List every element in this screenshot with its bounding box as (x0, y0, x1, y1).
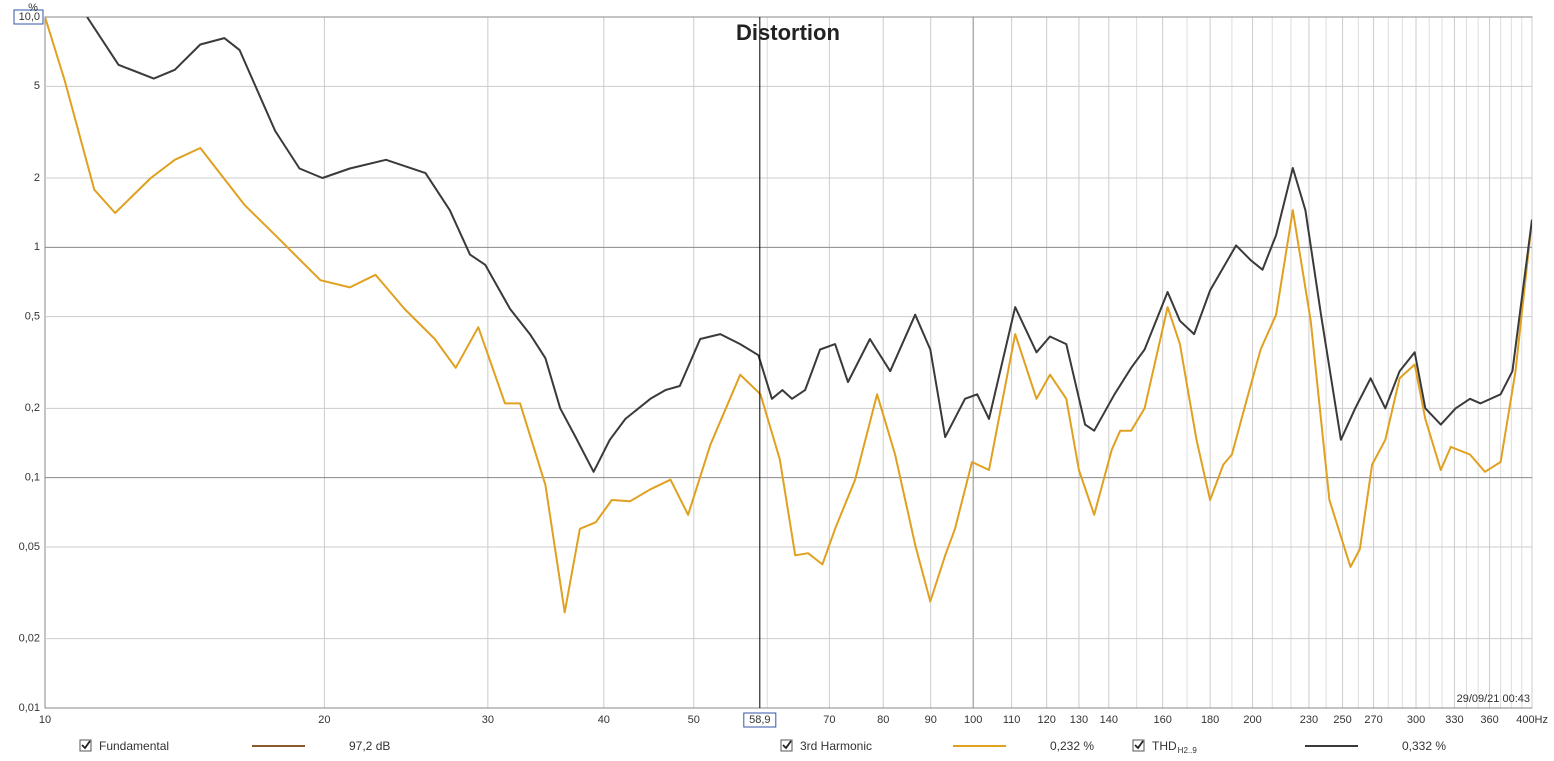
lines (45, 17, 1532, 614)
labels: 10 20 30 40 50 70 80 90 100 110 120 130 140 160 180 200… (13, 9, 1548, 728)
grid (44, 16, 1533, 709)
series-line (86, 17, 1532, 473)
y-tick-label: 1 (34, 241, 40, 253)
legend-readout: 0,332 % (1402, 739, 1446, 753)
y-tick-label: 10,0 (19, 11, 40, 23)
x-tick-label: 400Hz (1516, 714, 1548, 726)
x-tick-label: 270 (1364, 714, 1382, 726)
cursor-label: 58,9 (749, 714, 770, 726)
y-tick-label: 2 (34, 172, 40, 184)
x-tick-label: 180 (1201, 714, 1219, 726)
legend-readout: 97,2 dB (349, 739, 390, 753)
cursor-label-box (743, 712, 777, 728)
legend-name: Fundamental (99, 739, 169, 753)
y-unit: % (28, 2, 38, 14)
y-tick-label: 0,5 (25, 311, 40, 323)
x-tick-label: 230 (1300, 714, 1318, 726)
x-tick-label: 160 (1153, 714, 1171, 726)
x-tick-label: 100 (964, 714, 982, 726)
y-tick-label: 0,01 (19, 702, 40, 714)
legend-name-sub: H2..9 (1178, 746, 1198, 755)
y-tick-label: 0,05 (19, 541, 40, 553)
x-tick-label: 50 (688, 714, 700, 726)
legend-check (782, 740, 792, 750)
x-tick-label: 40 (598, 714, 610, 726)
y-tick-label: 0,1 (25, 472, 40, 484)
x-tick-label: 140 (1100, 714, 1118, 726)
x-tick-label: 20 (318, 714, 330, 726)
x-tick-label: 330 (1445, 714, 1463, 726)
x-tick-label: 10 (39, 714, 51, 726)
legend: Fundamental 97,2 dB 3rd Harmonic 0,232 % THD… (79, 739, 1446, 755)
y-tick-label: 5 (34, 80, 40, 92)
timestamp: 29/09/21 00:43 (1457, 693, 1530, 705)
x-tick-label: 80 (877, 714, 889, 726)
x-tick-label: 130 (1070, 714, 1088, 726)
x-tick-label: 70 (823, 714, 835, 726)
x-tick-label: 30 (482, 714, 494, 726)
legend-check (81, 740, 91, 750)
x-tick-label: 120 (1037, 714, 1055, 726)
legend-name: 3rd Harmonic (800, 739, 872, 753)
legend-name: THD (1152, 739, 1177, 753)
x-tick-label: 360 (1480, 714, 1498, 726)
series-line (45, 17, 1532, 614)
y-tick-label: 0,2 (25, 402, 40, 414)
chart-title: Distortion (736, 20, 840, 45)
legend-checkbox[interactable] (780, 739, 793, 752)
legend-checkbox[interactable] (79, 739, 92, 752)
plot-area (44, 16, 1533, 709)
x-tick-label: 300 (1407, 714, 1425, 726)
legend-readout: 0,232 % (1050, 739, 1094, 753)
legend-checkbox[interactable] (1132, 739, 1145, 752)
x-tick-label: 200 (1243, 714, 1261, 726)
x-tick-label: 90 (925, 714, 937, 726)
y-top-label-box (13, 9, 44, 25)
legend-check (1134, 740, 1144, 750)
x-tick-label: 110 (1003, 714, 1021, 726)
y-tick-label: 0,02 (19, 633, 40, 645)
x-tick-label: 250 (1333, 714, 1351, 726)
